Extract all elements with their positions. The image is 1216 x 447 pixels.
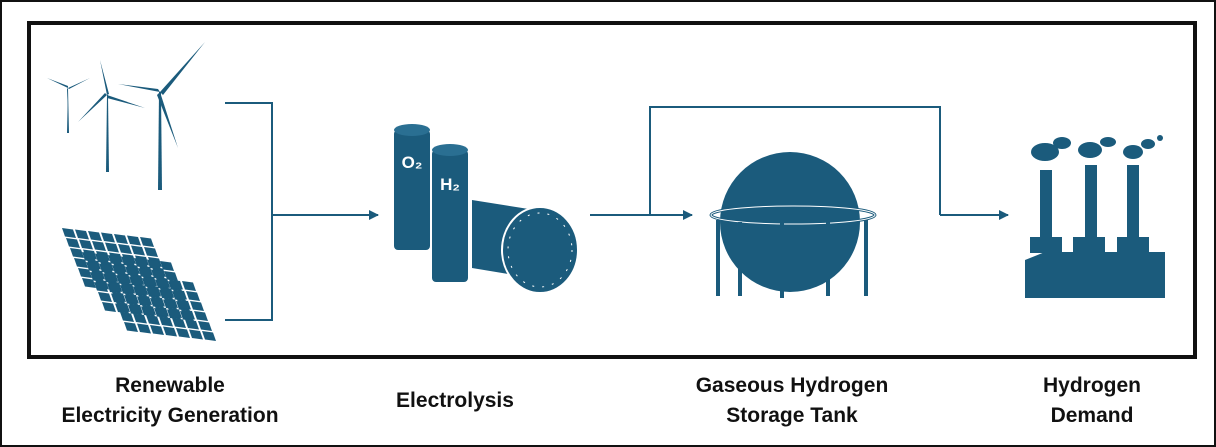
solar-cell — [142, 305, 156, 315]
solar-cell — [121, 256, 135, 267]
hydrogen-label: H₂ — [440, 175, 460, 194]
solar-cell — [151, 296, 165, 307]
stage-label: Hydrogen — [1043, 374, 1141, 397]
solar-cell — [156, 278, 170, 288]
solar-cell — [189, 329, 203, 340]
solar-cell — [82, 252, 96, 262]
solar-cell — [194, 311, 208, 321]
solar-cell — [176, 328, 190, 338]
solar-cell — [140, 237, 154, 247]
solar-cell — [108, 255, 122, 265]
solar-cell — [104, 272, 118, 282]
solar-cell — [125, 266, 139, 277]
solar-cell — [116, 302, 130, 312]
oxygen-label: O₂ — [402, 153, 423, 172]
solar-cell — [118, 244, 132, 254]
solar-cell — [202, 331, 216, 341]
solar-cell — [105, 242, 119, 253]
solar-cell — [120, 312, 134, 322]
solar-cell — [112, 292, 126, 302]
solar-cell — [62, 228, 76, 238]
solar-cell — [147, 259, 161, 270]
solar-cell — [75, 229, 89, 240]
solar-cell — [86, 262, 100, 272]
solar-cell — [125, 293, 139, 304]
solar-cell — [102, 302, 116, 312]
stage-label: Electrolysis — [396, 389, 514, 412]
solar-cell — [127, 235, 141, 246]
solar-cell — [124, 322, 138, 332]
solar-cell — [130, 275, 144, 285]
solar-cell — [198, 321, 212, 331]
solar-cell — [160, 261, 174, 271]
solar-cell — [182, 281, 196, 291]
factory — [1025, 135, 1165, 298]
solar-cell — [90, 272, 104, 282]
stage-label: Demand — [1051, 404, 1134, 427]
solar-cell — [134, 258, 148, 268]
solar-cell — [114, 234, 128, 244]
solar-cell — [146, 315, 160, 325]
storage-tank — [709, 152, 877, 298]
panel — [27, 21, 1197, 359]
stage-label: Renewable — [115, 374, 225, 397]
solar-cell — [190, 301, 204, 311]
electrolyzer: O₂ H₂ — [394, 124, 579, 294]
solar-cell — [159, 316, 173, 327]
solar-cell — [98, 292, 112, 302]
solar-cell — [144, 247, 158, 257]
solar-cell — [79, 239, 93, 250]
solar-cell — [160, 288, 174, 298]
solar-cell — [168, 308, 182, 318]
solar-cell — [121, 283, 135, 294]
solar-cell — [108, 282, 122, 292]
solar-cell — [137, 323, 151, 334]
solar-cell — [134, 285, 148, 295]
solar-cell — [70, 248, 84, 258]
solar-cell — [88, 231, 102, 241]
solar-cell — [177, 299, 191, 310]
solar-cell — [186, 291, 200, 301]
solar-cell — [143, 276, 157, 287]
solar-cell — [131, 245, 145, 256]
solar-cell — [173, 289, 187, 300]
solar-cell — [164, 298, 178, 308]
solar-cell — [164, 271, 178, 281]
solar-cell — [94, 282, 108, 292]
solar-cell — [74, 258, 88, 268]
wind-turbines — [47, 42, 205, 190]
solar-cell — [155, 306, 169, 317]
solar-cell — [169, 279, 183, 290]
stage-label: Gaseous Hydrogen — [696, 374, 889, 397]
solar-cell — [99, 263, 113, 274]
solar-cell — [172, 318, 186, 328]
solar-cell — [147, 286, 161, 297]
solar-cell — [181, 309, 195, 320]
solar-cell — [101, 232, 115, 243]
solar-cell — [185, 319, 199, 330]
solar-cell — [66, 238, 80, 248]
solar-cell — [150, 325, 164, 335]
solar-cell — [151, 269, 165, 280]
solar-cell — [117, 273, 131, 284]
solar-cell — [138, 268, 152, 278]
stage-label: Storage Tank — [726, 404, 858, 427]
solar-cell — [163, 326, 177, 337]
solar-panels — [62, 228, 216, 341]
solar-cell — [78, 268, 92, 278]
solar-cell — [129, 303, 143, 314]
solar-cell — [82, 278, 96, 288]
solar-cell — [95, 253, 109, 264]
flow-lines — [225, 102, 1009, 321]
solar-cell — [133, 313, 147, 324]
solar-cell — [138, 295, 152, 305]
solar-cell — [112, 265, 126, 275]
stage-label: Electricity Generation — [61, 404, 278, 427]
solar-cell — [92, 241, 106, 251]
